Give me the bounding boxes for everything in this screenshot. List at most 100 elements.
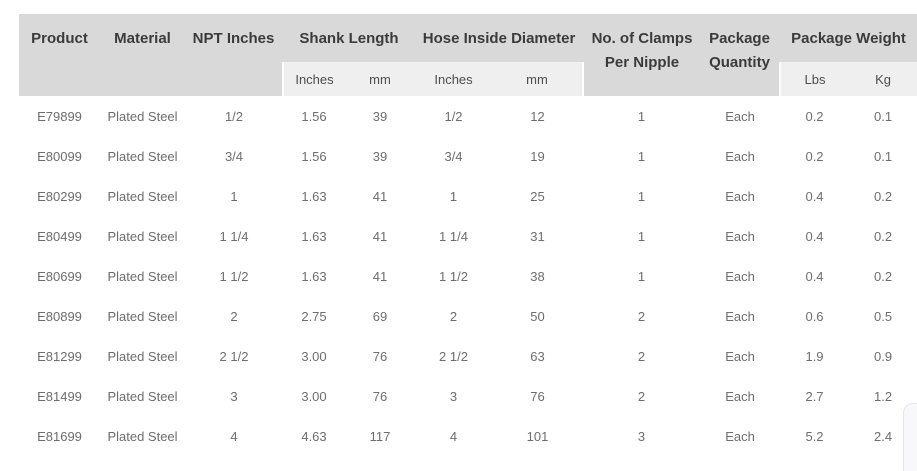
subheader-shank-mm: mm <box>345 62 416 96</box>
cell-weight-lbs: 5.2 <box>780 416 850 456</box>
cell-package-quantity: Each <box>700 336 781 376</box>
header-row-main: Product Material NPT Inches Shank Length… <box>19 14 917 96</box>
cell-shank-mm: 76 <box>345 376 416 416</box>
cell-product: E79899 <box>19 96 100 136</box>
cell-product: E81499 <box>19 376 100 416</box>
cell-npt-inches: 1 1/4 <box>185 216 283 256</box>
cell-shank-inches: 3.00 <box>283 376 345 416</box>
subheader-hose-mm: mm <box>492 62 585 96</box>
cell-weight-lbs: 0.4 <box>780 256 850 296</box>
cell-product: E80099 <box>19 136 100 176</box>
cell-material: Plated Steel <box>100 216 185 256</box>
cell-hose-mm: 63 <box>492 336 584 376</box>
cell-clamps-per-nipple: 1 <box>583 216 701 256</box>
cell-hose-inches: 1 1/4 <box>415 216 493 256</box>
table-row: E80099 Plated Steel 3/4 1.56 39 3/4 19 1 Each 0.2… <box>19 136 917 176</box>
cell-hose-inches: 4 <box>415 416 493 456</box>
cell-shank-inches: 1.63 <box>283 176 345 216</box>
cell-package-quantity: Each <box>700 136 781 176</box>
cell-shank-inches: 1.56 <box>283 96 345 136</box>
cell-clamps-per-nipple: 1 <box>583 96 701 136</box>
cell-weight-kg: 0.2 <box>849 176 917 216</box>
cell-product: E81299 <box>19 336 100 376</box>
cell-clamps-per-nipple: 3 <box>583 416 701 456</box>
cell-shank-mm: 69 <box>345 296 416 336</box>
cell-product: E80699 <box>19 256 100 296</box>
cell-npt-inches: 2 1/2 <box>185 336 283 376</box>
cell-product: E80899 <box>19 296 100 336</box>
col-header-product: Product <box>19 14 100 96</box>
cell-hose-mm: 50 <box>492 296 584 336</box>
cell-shank-inches: 1.63 <box>283 256 345 296</box>
table-header: Product Material NPT Inches Shank Length… <box>19 14 917 96</box>
cell-npt-inches: 1 <box>185 176 283 216</box>
cell-shank-inches: 1.63 <box>283 216 345 256</box>
cell-npt-inches: 1 1/2 <box>185 256 283 296</box>
cell-shank-mm: 41 <box>345 216 416 256</box>
cell-shank-mm: 39 <box>345 136 416 176</box>
cell-hose-inches: 1 1/2 <box>415 256 493 296</box>
cell-shank-inches: 2.75 <box>283 296 345 336</box>
cell-shank-inches: 4.63 <box>283 416 345 456</box>
cell-hose-inches: 2 1/2 <box>415 336 493 376</box>
cell-hose-inches: 2 <box>415 296 493 336</box>
cell-package-quantity: Each <box>700 256 781 296</box>
cell-clamps-per-nipple: 2 <box>583 376 701 416</box>
cell-clamps-per-nipple: 1 <box>583 136 701 176</box>
table-row: E80899 Plated Steel 2 2.75 69 2 50 2 Each 0.6 0.5 <box>19 296 917 336</box>
cell-product: E80299 <box>19 176 100 216</box>
package-header-line2: Quantity <box>709 54 770 71</box>
cell-product: E81699 <box>19 416 100 456</box>
subheader-hose-inches: Inches <box>415 62 493 96</box>
table-row: E80699 Plated Steel 1 1/2 1.63 41 1 1/2 38 1 Eac… <box>19 256 917 296</box>
cell-material: Plated Steel <box>100 136 185 176</box>
cell-package-quantity: Each <box>700 416 781 456</box>
cell-weight-lbs: 1.9 <box>780 336 850 376</box>
cell-weight-kg: 0.1 <box>849 96 917 136</box>
col-header-clamps-per-nipple: No. of Clamps Per Nipple <box>583 14 701 96</box>
cell-npt-inches: 2 <box>185 296 283 336</box>
cell-hose-inches: 3 <box>415 376 493 416</box>
cell-shank-mm: 117 <box>345 416 416 456</box>
cell-clamps-per-nipple: 1 <box>583 256 701 296</box>
cell-material: Plated Steel <box>100 336 185 376</box>
cell-material: Plated Steel <box>100 256 185 296</box>
cell-shank-mm: 41 <box>345 256 416 296</box>
cell-hose-inches: 1 <box>415 176 493 216</box>
cell-material: Plated Steel <box>100 296 185 336</box>
col-header-hose-inside-diameter: Hose Inside Diameter <box>415 14 584 62</box>
table-row: E79899 Plated Steel 1/2 1.56 39 1/2 12 1 Each 0.2… <box>19 96 917 136</box>
subheader-weight-kg: Kg <box>849 62 917 96</box>
cell-weight-lbs: 2.7 <box>780 376 850 416</box>
cell-weight-lbs: 0.2 <box>780 136 850 176</box>
cell-shank-inches: 1.56 <box>283 136 345 176</box>
cell-weight-kg: 0.1 <box>849 136 917 176</box>
table-row: E80299 Plated Steel 1 1.63 41 1 25 1 Each 0.4 0.2 <box>19 176 917 216</box>
package-header-line1: Package <box>709 30 770 47</box>
col-header-shank-length: Shank Length <box>283 14 416 62</box>
col-header-package-weight: Package Weight <box>780 14 917 62</box>
table-row: E80499 Plated Steel 1 1/4 1.63 41 1 1/4 31 1 Eac… <box>19 216 917 256</box>
product-spec-table: Product Material NPT Inches Shank Length… <box>19 14 917 456</box>
cell-shank-mm: 41 <box>345 176 416 216</box>
cell-clamps-per-nipple: 1 <box>583 176 701 216</box>
cell-hose-mm: 101 <box>492 416 584 456</box>
subheader-weight-lbs: Lbs <box>779 62 850 96</box>
cell-hose-mm: 38 <box>492 256 584 296</box>
cell-material: Plated Steel <box>100 416 185 456</box>
clamps-header-line2: Per Nipple <box>604 54 680 71</box>
cell-weight-lbs: 0.6 <box>780 296 850 336</box>
cell-material: Plated Steel <box>100 376 185 416</box>
cell-package-quantity: Each <box>700 216 781 256</box>
table-row: E81299 Plated Steel 2 1/2 3.00 76 2 1/2 63 2 Eac… <box>19 336 917 376</box>
cell-weight-kg: 0.9 <box>849 336 917 376</box>
cell-package-quantity: Each <box>700 176 781 216</box>
cell-weight-lbs: 0.4 <box>780 216 850 256</box>
cell-hose-mm: 12 <box>492 96 584 136</box>
cell-hose-inches: 1/2 <box>415 96 493 136</box>
floating-widget-edge[interactable] <box>903 403 917 471</box>
clamps-header-line1: No. of Clamps <box>591 30 693 47</box>
cell-package-quantity: Each <box>700 296 781 336</box>
cell-package-quantity: Each <box>700 96 781 136</box>
table-body: E79899 Plated Steel 1/2 1.56 39 1/2 12 1 Each 0.2… <box>19 96 917 456</box>
